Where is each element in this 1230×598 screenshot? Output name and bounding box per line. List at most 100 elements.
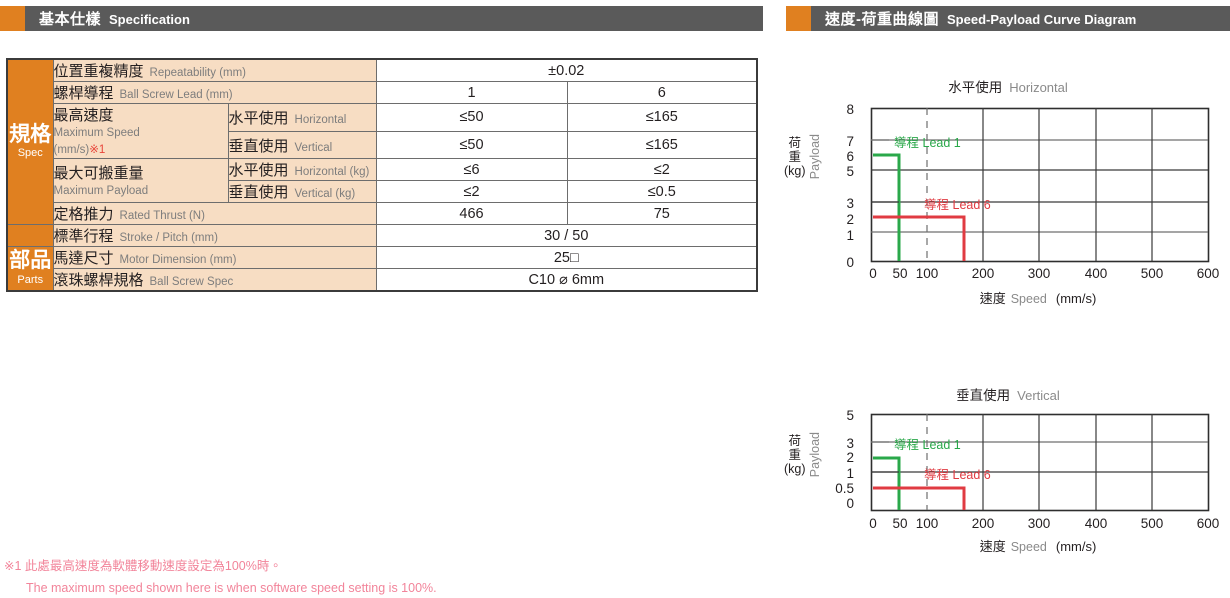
section-title-en: Speed-Payload Curve Diagram [947, 12, 1137, 27]
row-label-zh: 螺桿導程 [53, 85, 114, 102]
series-lead1-line [873, 153, 901, 261]
row-label-en: Rated Thrust (N) [119, 210, 205, 223]
ytick-0.5: 0.5 [835, 481, 854, 496]
ytick-5: 5 [846, 164, 854, 179]
section-header-curve-titles: 速度-荷重曲線圖 Speed-Payload Curve Diagram [811, 8, 1136, 29]
series-lead6-line [873, 486, 966, 510]
value-repeatability: ±0.02 [375, 58, 758, 82]
value-maxspeed-horizontal-lead1: ≤50 [375, 103, 568, 132]
chart-horizontal-xlabel: 速度 Speed (mm/s) [816, 288, 1230, 308]
sub-label-zh: 水平使用 [228, 162, 289, 180]
ytick-6: 6 [846, 149, 854, 164]
series-lead6-line [873, 215, 966, 261]
xtick-300: 300 [1027, 516, 1051, 531]
group-label-en: Spec [17, 147, 43, 160]
row-label-ball-screw-spec: 滾珠螺桿規格 Ball Screw Spec [52, 268, 377, 292]
chart-horizontal: 水平使用 Horizontal 荷重 (kg) Payload 8 7 6 5 3 … [784, 76, 1230, 308]
table-row: 垂直使用 Vertical ≤50 ≤165 [7, 130, 758, 160]
value-maxspeed-vertical-lead6: ≤165 [566, 130, 758, 160]
sub-label-maxspeed-vertical: 垂直使用 Vertical [227, 130, 377, 160]
row-label-zh: 標準行程 [53, 228, 114, 246]
chart-horizontal-plot [870, 107, 1210, 263]
xlabel-en: Speed [1010, 292, 1047, 306]
row-label-en: Stroke / Pitch (mm) [119, 232, 218, 245]
legend-lead1-zh: 導程 [894, 136, 920, 150]
sub-label-en: Vertical (kg) [294, 188, 356, 201]
xtick-600: 600 [1196, 266, 1220, 281]
xlabel-zh: 速度 [979, 291, 1006, 306]
row-label-maximum-payload: 最大可搬重量 Maximum Payload [52, 158, 229, 204]
group-cell-spec-continued [6, 224, 54, 248]
row-label-zh: 位置重複精度 [53, 63, 144, 80]
row-label-repeatability: 位置重複精度 Repeatability (mm) [52, 58, 377, 82]
row-label-en: Motor Dimension (mm) [119, 254, 237, 267]
value-maxspeed-vertical-lead1: ≤50 [375, 130, 568, 160]
series-lead1-line [873, 456, 901, 510]
ytick-8: 8 [846, 102, 854, 117]
sub-label-zh: 垂直使用 [228, 137, 289, 155]
xlabel-zh: 速度 [979, 539, 1006, 554]
table-row: 標準行程 Stroke / Pitch (mm) 30 / 50 [6, 224, 758, 248]
table-row: 最大可搬重量 Maximum Payload 水平使用 Horizontal (k… [7, 158, 758, 204]
value-payload-horizontal-lead1: ≤6 [375, 158, 568, 182]
table-row: 部品 Parts 馬達尺寸 Motor Dimension (mm) 25□ [6, 246, 758, 292]
value-payload-vertical-lead6: ≤0.5 [566, 180, 758, 204]
footnote-mark: ※1 [89, 143, 106, 156]
row-label-unit: (mm/s) [53, 143, 90, 156]
table-row: 最高速度 Maximum Speed (mm/s)※1 水平使用 Horizont… [7, 102, 758, 160]
xtick-100: 100 [915, 266, 939, 281]
table-row: 定格推力 Rated Thrust (N) 466 75 [7, 202, 758, 226]
value-thrust-lead1: 466 [375, 202, 568, 226]
plot-border [870, 413, 1210, 512]
group-cell-spec: 規格 Spec [6, 58, 54, 226]
value-motor-dimension: 25□ [375, 246, 758, 270]
ytick-3: 3 [846, 196, 854, 211]
row-label-en: Maximum Payload [53, 185, 149, 197]
xtick-500: 500 [1140, 266, 1164, 281]
section-title-zh: 速度-荷重曲線圖 [825, 11, 939, 28]
ylabel-zh: 荷重 (kg) [784, 433, 806, 476]
xtick-400: 400 [1084, 516, 1108, 531]
footnote-block: ※1 此處最高速度為軟體移動速度設定為100%時。 The maximum sp… [4, 554, 437, 598]
value-ball-screw-spec: C10 ⌀ 6mm [375, 268, 758, 292]
group-label-en: Parts [17, 274, 44, 287]
value-stroke-pitch: 30 / 50 [375, 224, 758, 248]
xtick-0: 0 [869, 266, 877, 281]
xtick-400: 400 [1084, 266, 1108, 281]
value-payload-vertical-lead1: ≤2 [375, 180, 568, 204]
value-payload-horizontal-lead6: ≤2 [566, 158, 758, 182]
chart-title-en: Vertical [1017, 388, 1060, 403]
xlabel-en: Speed [1010, 540, 1047, 554]
ytick-5: 5 [846, 408, 854, 423]
chart-vertical-title: 垂直使用 Vertical [786, 384, 1230, 405]
chart-title-zh: 垂直使用 [956, 388, 1011, 403]
legend-lead6-zh: 導程 [924, 198, 950, 212]
xtick-500: 500 [1140, 516, 1164, 531]
table-row: 規格 Spec 位置重複精度 Repeatability (mm) ±0.02 [6, 58, 758, 226]
xlabel-unit: (mm/s) [1055, 291, 1097, 306]
ytick-0: 0 [846, 255, 854, 270]
section-title-en: Specification [109, 12, 190, 27]
row-label-unit-wrap: (mm/s)※1 [54, 142, 228, 159]
group-cell-parts: 部品 Parts [6, 246, 54, 292]
legend-lead1-en: Lead 1 [922, 438, 961, 452]
row-label-zh: 馬達尺寸 [53, 250, 114, 268]
legend-lead1-zh: 導程 [894, 438, 920, 452]
value-thrust-lead6: 75 [566, 202, 758, 226]
chart-horizontal-ylabel: 荷重 (kg) Payload [784, 134, 822, 179]
xtick-100: 100 [915, 516, 939, 531]
sub-label-zh: 垂直使用 [228, 184, 289, 202]
section-header-specification-titles: 基本仕樣 Specification [25, 8, 190, 29]
row-label-en: Maximum Speed [53, 127, 140, 139]
row-label-maximum-speed: 最高速度 Maximum Speed (mm/s)※1 [52, 102, 229, 160]
ytick-3: 3 [846, 436, 854, 451]
group-label-zh: 部品 [9, 249, 52, 273]
sub-label-en: Vertical [294, 141, 333, 154]
sub-label-en: Horizontal (kg) [294, 166, 370, 179]
legend-lead1: 導程 Lead 1 [894, 132, 961, 151]
xtick-0: 0 [869, 516, 877, 531]
row-label-zh: 定格推力 [53, 206, 114, 224]
value-lead-1: 1 [375, 81, 568, 104]
ytick-2: 2 [846, 450, 854, 465]
